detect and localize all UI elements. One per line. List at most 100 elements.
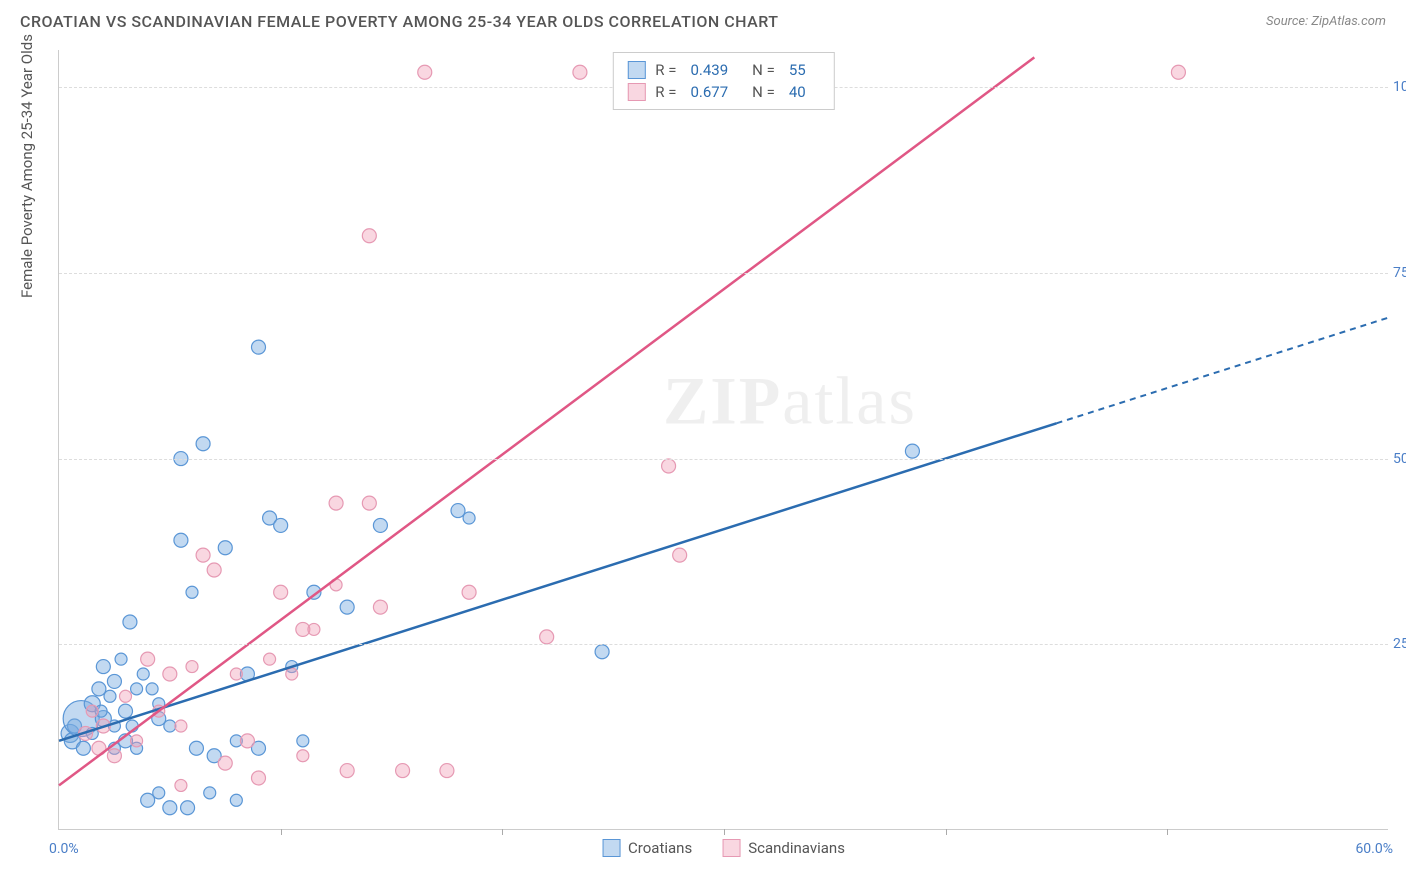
data-point — [274, 585, 288, 599]
data-point — [540, 630, 554, 644]
data-point — [362, 229, 376, 243]
data-point — [662, 459, 676, 473]
chart-source: Source: ZipAtlas.com — [1266, 14, 1386, 29]
data-point — [92, 682, 106, 696]
legend-label: Croatians — [628, 839, 692, 857]
data-point — [252, 340, 266, 354]
data-point — [175, 779, 187, 791]
data-point — [115, 653, 127, 665]
stat-r-value: 0.439 — [690, 61, 728, 79]
data-point — [123, 615, 137, 629]
data-point — [329, 496, 343, 510]
data-point — [440, 764, 454, 778]
x-axis-max-label: 60.0% — [1355, 841, 1393, 857]
gridline — [59, 273, 1388, 274]
stat-n-label: N = — [752, 61, 775, 79]
swatch-icon — [602, 839, 620, 857]
legend-label: Scandinavians — [748, 839, 845, 857]
series-legend: Croatians Scandinavians — [602, 839, 845, 857]
stat-r-label: R = — [655, 83, 676, 101]
stat-r-value: 0.677 — [690, 83, 728, 101]
trend-line — [59, 423, 1057, 741]
data-point — [120, 690, 132, 702]
data-point — [218, 756, 232, 770]
legend-item: Scandinavians — [722, 839, 845, 857]
gridline — [59, 459, 1388, 460]
y-tick-label: 100.0% — [1393, 79, 1406, 95]
data-point — [264, 653, 276, 665]
y-tick-label: 25.0% — [1393, 636, 1406, 652]
data-point — [164, 720, 176, 732]
data-point — [274, 518, 288, 532]
data-point — [186, 661, 198, 673]
data-point — [196, 437, 210, 451]
y-axis-title: Female Poverty Among 25-34 Year Olds — [18, 34, 36, 298]
data-point — [905, 444, 919, 458]
swatch-icon — [627, 83, 645, 101]
data-point — [175, 720, 187, 732]
data-point — [153, 787, 165, 799]
data-point — [131, 683, 143, 695]
data-point — [462, 585, 476, 599]
data-point — [396, 764, 410, 778]
data-point — [252, 771, 266, 785]
x-tick — [946, 829, 947, 835]
data-point — [240, 734, 254, 748]
data-point — [86, 705, 98, 717]
scatter-plot — [59, 50, 1388, 829]
stat-r-label: R = — [655, 61, 676, 79]
data-point — [230, 668, 242, 680]
data-point — [104, 690, 116, 702]
stats-legend-row: R = 0.677 N = 40 — [627, 81, 819, 103]
chart-plot-area: R =0.439 N =55 R =0.677 N =40 ZIPatlas 0… — [58, 50, 1388, 830]
stats-legend: R = 0.439 N = 55 R = 0.677 N = 40 — [612, 52, 834, 110]
data-point — [107, 674, 121, 688]
data-point — [119, 704, 133, 718]
data-point — [131, 735, 143, 747]
swatch-icon — [722, 839, 740, 857]
data-point — [463, 512, 475, 524]
data-point — [573, 65, 587, 79]
x-axis-min-label: 0.0% — [49, 841, 79, 857]
data-point — [373, 600, 387, 614]
data-point — [181, 801, 195, 815]
data-point — [340, 764, 354, 778]
stat-n-value: 40 — [789, 83, 806, 101]
gridline — [59, 644, 1388, 645]
data-point — [174, 533, 188, 547]
x-tick — [1167, 829, 1168, 835]
data-point — [186, 586, 198, 598]
data-point — [308, 623, 320, 635]
stat-n-label: N = — [752, 83, 775, 101]
data-point — [107, 749, 121, 763]
data-point — [76, 741, 90, 755]
data-point — [163, 801, 177, 815]
data-point — [418, 65, 432, 79]
data-point — [207, 563, 221, 577]
y-tick-label: 75.0% — [1393, 265, 1406, 281]
data-point — [189, 741, 203, 755]
trend-line-extrapolated — [1057, 317, 1390, 423]
legend-item: Croatians — [602, 839, 692, 857]
y-tick-label: 50.0% — [1393, 451, 1406, 467]
data-point — [141, 793, 155, 807]
x-tick — [502, 829, 503, 835]
data-point — [373, 518, 387, 532]
data-point — [196, 548, 210, 562]
x-tick — [724, 829, 725, 835]
data-point — [595, 645, 609, 659]
data-point — [673, 548, 687, 562]
stats-legend-row: R = 0.439 N = 55 — [627, 59, 819, 81]
stat-n-value: 55 — [789, 61, 806, 79]
chart-title: CROATIAN VS SCANDINAVIAN FEMALE POVERTY … — [20, 12, 779, 31]
data-point — [297, 750, 309, 762]
data-point — [141, 652, 155, 666]
data-point — [297, 735, 309, 747]
data-point — [204, 787, 216, 799]
data-point — [1171, 65, 1185, 79]
data-point — [451, 504, 465, 518]
data-point — [286, 668, 298, 680]
data-point — [230, 794, 242, 806]
data-point — [163, 667, 177, 681]
data-point — [146, 683, 158, 695]
